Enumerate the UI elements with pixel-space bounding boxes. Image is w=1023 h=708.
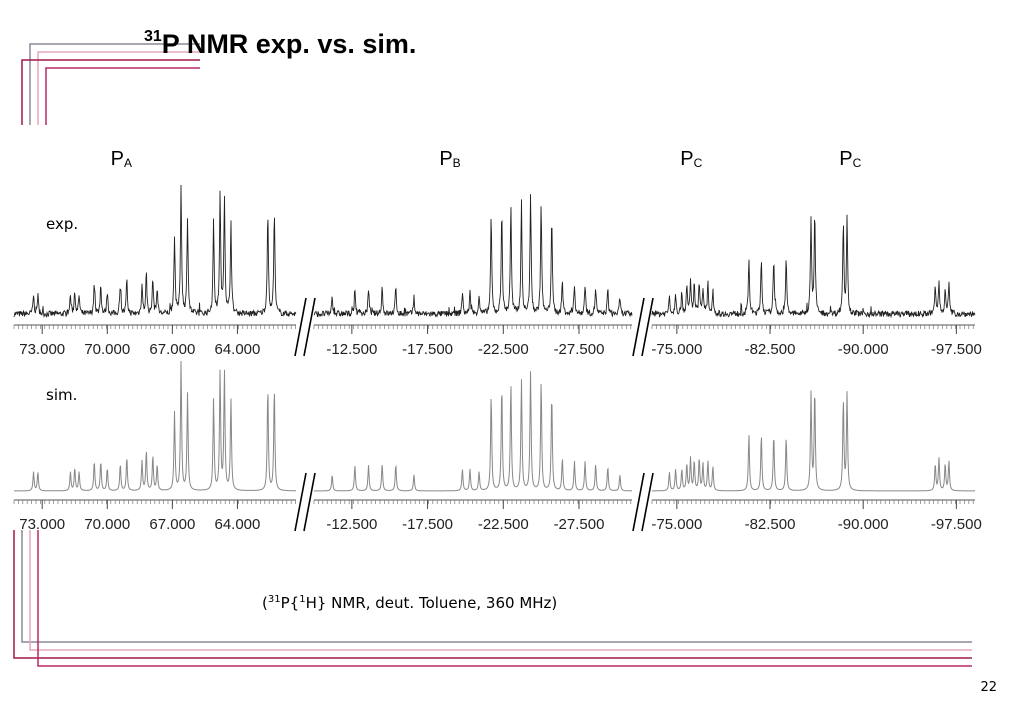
deco-line-bottom bbox=[29, 530, 972, 651]
deco-line-bottom bbox=[13, 530, 972, 659]
group-subscript: C bbox=[693, 156, 703, 170]
spectrum-segment bbox=[13, 184, 297, 319]
deco-line-top bbox=[21, 59, 200, 125]
title-isotope: 31 bbox=[144, 28, 162, 45]
sim-axis: 73.000 70.000 67.000 64.000 -12.500 -17.500 -2… bbox=[13, 472, 982, 533]
axis-break-mark bbox=[303, 472, 316, 532]
axis-tick-label: -75.000 bbox=[651, 341, 702, 358]
deco-line-top bbox=[37, 51, 200, 125]
axis-tick-label: -82.500 bbox=[745, 516, 796, 533]
cond-mid: P{ bbox=[280, 594, 300, 612]
axis-break-mark bbox=[294, 297, 307, 357]
page-title: 31P NMR exp. vs. sim. bbox=[144, 28, 416, 60]
spectrum-segment bbox=[651, 214, 976, 319]
axis-tick-label: -97.500 bbox=[931, 516, 982, 533]
group-letter: P bbox=[110, 148, 124, 170]
page-number: 22 bbox=[980, 680, 997, 695]
axis-tick-label: -17.500 bbox=[402, 341, 453, 358]
axis-tick-label: -27.500 bbox=[554, 341, 605, 358]
cond-sup-31: 31 bbox=[267, 594, 281, 605]
axis-tick-label: 64.000 bbox=[214, 341, 260, 358]
axis-tick-label: -97.500 bbox=[931, 341, 982, 358]
axis-tick-label: -27.500 bbox=[554, 516, 605, 533]
axis-tick-label: -90.000 bbox=[838, 516, 889, 533]
group-letter: P bbox=[439, 148, 453, 170]
group-subscript: A bbox=[123, 156, 132, 170]
group-letter: P bbox=[839, 148, 853, 170]
phosphorus-group-label: PC bbox=[680, 148, 702, 171]
sim-spectrum bbox=[14, 360, 975, 492]
group-subscript: B bbox=[452, 156, 461, 170]
axis-break-mark bbox=[632, 297, 645, 357]
axis-tick-label: 73.000 bbox=[19, 341, 65, 358]
spectrum-segment bbox=[652, 390, 975, 492]
deco-line-top bbox=[45, 67, 200, 125]
sim-trace-label: sim. bbox=[46, 386, 78, 404]
spectrum-segment bbox=[14, 360, 296, 492]
spectrum-segment bbox=[314, 371, 632, 492]
phosphorus-group-label: PB bbox=[439, 148, 460, 171]
deco-line-top bbox=[29, 43, 200, 125]
cond-open: ( bbox=[262, 594, 268, 612]
axis-tick-label: 70.000 bbox=[84, 341, 130, 358]
axis-break-mark bbox=[641, 472, 654, 532]
cond-rest: H} NMR, deut. Toluene, 360 MHz) bbox=[305, 594, 558, 612]
spectrum-segment bbox=[313, 194, 633, 318]
axis-tick-label: 67.000 bbox=[149, 341, 195, 358]
axis-break-mark bbox=[632, 472, 645, 532]
axis-break-mark bbox=[303, 297, 316, 357]
deco-line-bottom bbox=[37, 530, 972, 667]
exp-spectrum bbox=[13, 184, 976, 319]
axis-tick-label: 67.000 bbox=[149, 516, 195, 533]
title-text: P NMR exp. vs. sim. bbox=[161, 29, 417, 59]
axis-tick-label: -22.500 bbox=[478, 516, 529, 533]
axis-tick-label: -12.500 bbox=[326, 341, 377, 358]
group-letter: P bbox=[680, 148, 694, 170]
axis-break-mark bbox=[641, 297, 654, 357]
cond-sup-1: 1 bbox=[299, 594, 306, 605]
axis-break-mark bbox=[294, 472, 307, 532]
deco-line-bottom bbox=[21, 530, 972, 643]
axis-tick-label: -75.000 bbox=[651, 516, 702, 533]
axis-tick-label: -22.500 bbox=[478, 341, 529, 358]
measurement-conditions: (31P{1H} NMR, deut. Toluene, 360 MHz) bbox=[262, 594, 557, 612]
axis-tick-label: -90.000 bbox=[838, 341, 889, 358]
axis-tick-label: -12.500 bbox=[326, 516, 377, 533]
exp-axis: 73.000 70.000 67.000 64.000 -12.500 -17.500 -2… bbox=[13, 297, 982, 358]
axis-tick-label: 73.000 bbox=[19, 516, 65, 533]
group-subscript: C bbox=[852, 156, 862, 170]
exp-trace-label: exp. bbox=[46, 215, 79, 233]
phosphorus-group-label: PA bbox=[111, 148, 132, 171]
axis-tick-label: -82.500 bbox=[745, 341, 796, 358]
axis-tick-label: 64.000 bbox=[214, 516, 260, 533]
axis-tick-label: 70.000 bbox=[84, 516, 130, 533]
axis-tick-label: -17.500 bbox=[402, 516, 453, 533]
phosphorus-group-label: PC bbox=[839, 148, 861, 171]
